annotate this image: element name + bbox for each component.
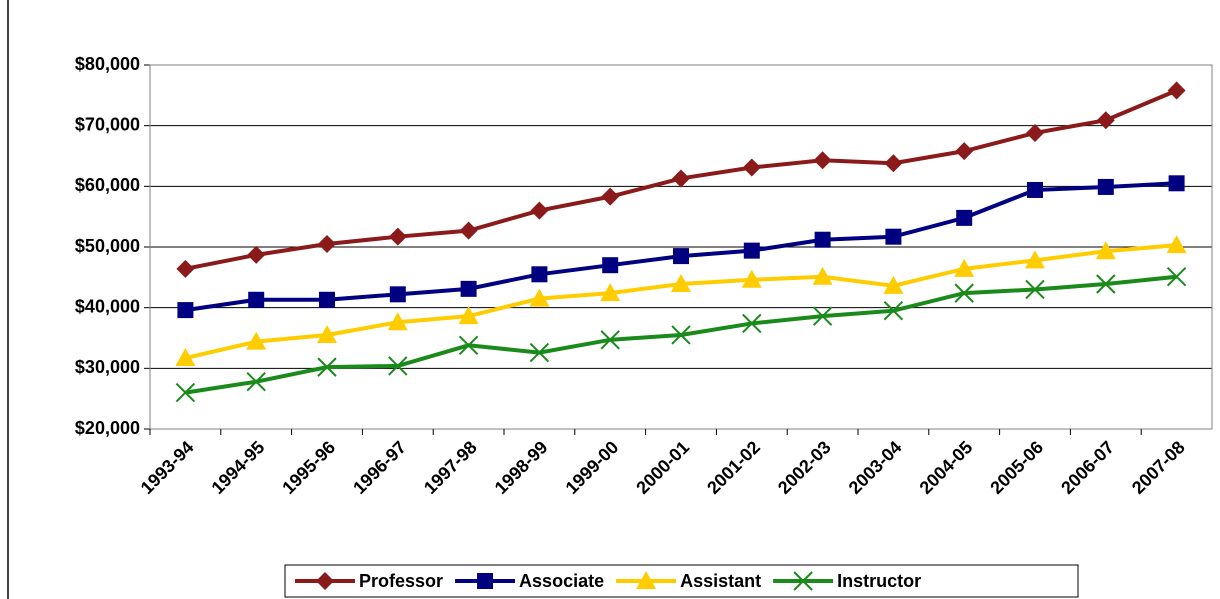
marker xyxy=(1168,175,1185,192)
marker xyxy=(600,330,620,350)
marker xyxy=(1025,279,1045,300)
legend-marker xyxy=(477,573,494,589)
marker xyxy=(1167,81,1186,100)
marker xyxy=(458,335,479,355)
marker xyxy=(389,286,406,303)
y-tick-label: $80,000 xyxy=(75,54,140,74)
marker xyxy=(248,291,265,308)
x-tick-label: 2000-01 xyxy=(632,437,693,498)
marker xyxy=(175,382,196,403)
chart-frame xyxy=(7,0,9,599)
x-tick-label: 1996-97 xyxy=(349,437,410,498)
marker xyxy=(387,312,408,331)
legend-marker xyxy=(636,571,657,589)
marker xyxy=(177,302,194,319)
marker xyxy=(1095,241,1116,260)
marker xyxy=(1166,267,1187,287)
y-tick-label: $40,000 xyxy=(75,296,140,316)
marker xyxy=(671,325,691,345)
marker xyxy=(742,158,761,177)
marker xyxy=(743,242,760,259)
marker xyxy=(600,283,621,302)
y-tick-label: $20,000 xyxy=(75,418,140,438)
marker xyxy=(176,259,195,278)
marker xyxy=(741,269,762,288)
x-tick-label: 2001-02 xyxy=(703,437,764,498)
x-tick-label: 1997-98 xyxy=(420,437,481,498)
y-tick-label: $30,000 xyxy=(75,357,140,377)
marker xyxy=(388,227,407,246)
marker xyxy=(812,306,833,326)
marker xyxy=(955,142,974,161)
x-tick-label: 2007-08 xyxy=(1128,437,1189,498)
legend-label: Instructor xyxy=(837,571,921,591)
marker xyxy=(1097,178,1114,195)
marker xyxy=(1026,123,1044,142)
legend-box xyxy=(284,564,1079,598)
marker xyxy=(672,169,690,188)
marker xyxy=(883,300,904,321)
legend-label: Associate xyxy=(519,571,604,591)
marker xyxy=(673,248,689,265)
y-tick-label: $60,000 xyxy=(75,175,140,195)
marker xyxy=(885,228,902,245)
x-tick-label: 2002-03 xyxy=(774,437,835,498)
marker xyxy=(1096,274,1116,294)
marker xyxy=(812,266,833,285)
plot-area xyxy=(149,64,1213,430)
marker xyxy=(530,201,549,220)
marker xyxy=(458,306,479,325)
marker xyxy=(531,266,548,283)
marker xyxy=(1166,235,1187,254)
y-tick-label: $70,000 xyxy=(75,114,140,134)
marker xyxy=(175,348,196,367)
marker xyxy=(319,291,335,308)
x-tick-label: 2004-05 xyxy=(916,437,977,498)
y-tick-label: $50,000 xyxy=(75,236,140,256)
marker xyxy=(529,288,550,307)
x-tick-label: 2005-06 xyxy=(986,437,1047,498)
marker xyxy=(602,257,619,274)
marker xyxy=(246,371,266,392)
marker xyxy=(247,245,266,264)
marker xyxy=(246,331,267,350)
legend-marker xyxy=(316,572,334,590)
marker xyxy=(954,283,974,303)
legend-marker xyxy=(793,571,813,591)
x-tick-label: 1993-94 xyxy=(137,437,198,498)
legend-label: Professor xyxy=(359,571,443,591)
marker xyxy=(883,275,904,294)
marker xyxy=(1027,181,1043,198)
marker xyxy=(956,209,973,226)
marker xyxy=(1025,250,1045,269)
marker xyxy=(317,357,337,377)
marker xyxy=(529,342,550,363)
marker xyxy=(671,274,691,293)
marker xyxy=(317,324,337,343)
x-tick-label: 1999-00 xyxy=(562,437,623,498)
marker xyxy=(459,221,478,240)
marker xyxy=(954,258,975,277)
marker xyxy=(814,231,831,248)
marker xyxy=(460,280,477,297)
marker xyxy=(388,356,408,376)
marker xyxy=(601,187,620,206)
marker xyxy=(1096,111,1115,130)
x-tick-label: 2006-07 xyxy=(1057,437,1118,498)
marker xyxy=(318,234,336,253)
marker xyxy=(742,313,762,334)
marker xyxy=(884,154,903,173)
legend-label: Assistant xyxy=(680,571,761,591)
x-tick-label: 1994-95 xyxy=(208,437,269,498)
marker xyxy=(813,151,832,170)
x-tick-label: 2003-04 xyxy=(845,437,906,498)
x-tick-label: 1998-99 xyxy=(491,437,552,498)
x-tick-label: 1995-96 xyxy=(278,437,339,498)
